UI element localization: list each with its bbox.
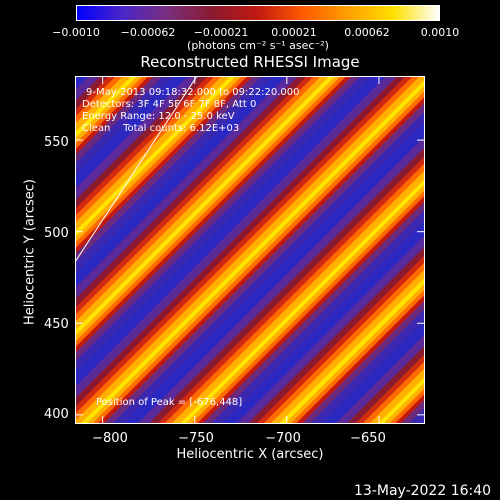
y-axis-label: Heliocentric Y (arcsec) xyxy=(22,179,38,325)
timestamp-label: 13-May-2022 16:40 xyxy=(354,483,492,499)
y-tick-label: 550 xyxy=(44,135,69,150)
colorbar-tick-label: 0.0010 xyxy=(420,26,460,39)
x-tick-label: −750 xyxy=(178,431,214,446)
energy-range-label: Energy Range: 12.0 - 25.0 keV xyxy=(82,111,235,122)
y-tick-label: 450 xyxy=(44,317,69,332)
colorbar-tick-label: 0.00021 xyxy=(271,26,317,39)
x-tick-label: −650 xyxy=(350,431,386,446)
x-tick-label: −700 xyxy=(265,431,301,446)
colorbar-tick-label: −0.00062 xyxy=(120,26,176,39)
x-tick-label: −800 xyxy=(92,431,128,446)
colorbar xyxy=(76,5,440,21)
time-range-label: 9-May-2013 09:18:32.000 to 09:22:20.000 xyxy=(86,87,300,98)
detectors-label: Detectors: 3F 4F 5F 6F 7F 8F, Att 0 xyxy=(82,99,257,110)
plot-title: Reconstructed RHESSI Image xyxy=(140,53,360,71)
y-tick-label: 500 xyxy=(44,226,69,241)
colorbar-tick-label: 0.00062 xyxy=(344,26,390,39)
x-axis-label: Heliocentric X (arcsec) xyxy=(176,447,324,462)
colorbar-tick-label: −0.0010 xyxy=(52,26,100,39)
y-tick-label: 400 xyxy=(44,407,69,422)
peak-position-label: Position of Peak = [-676,448] xyxy=(96,397,243,408)
colorbar-tick-label: −0.00021 xyxy=(193,26,249,39)
colorbar-units-label: (photons cm⁻² s⁻¹ asec⁻²) xyxy=(187,39,329,52)
counts-label: Clean Total counts: 6.12E+03 xyxy=(82,123,240,134)
rhessi-image xyxy=(75,76,425,424)
